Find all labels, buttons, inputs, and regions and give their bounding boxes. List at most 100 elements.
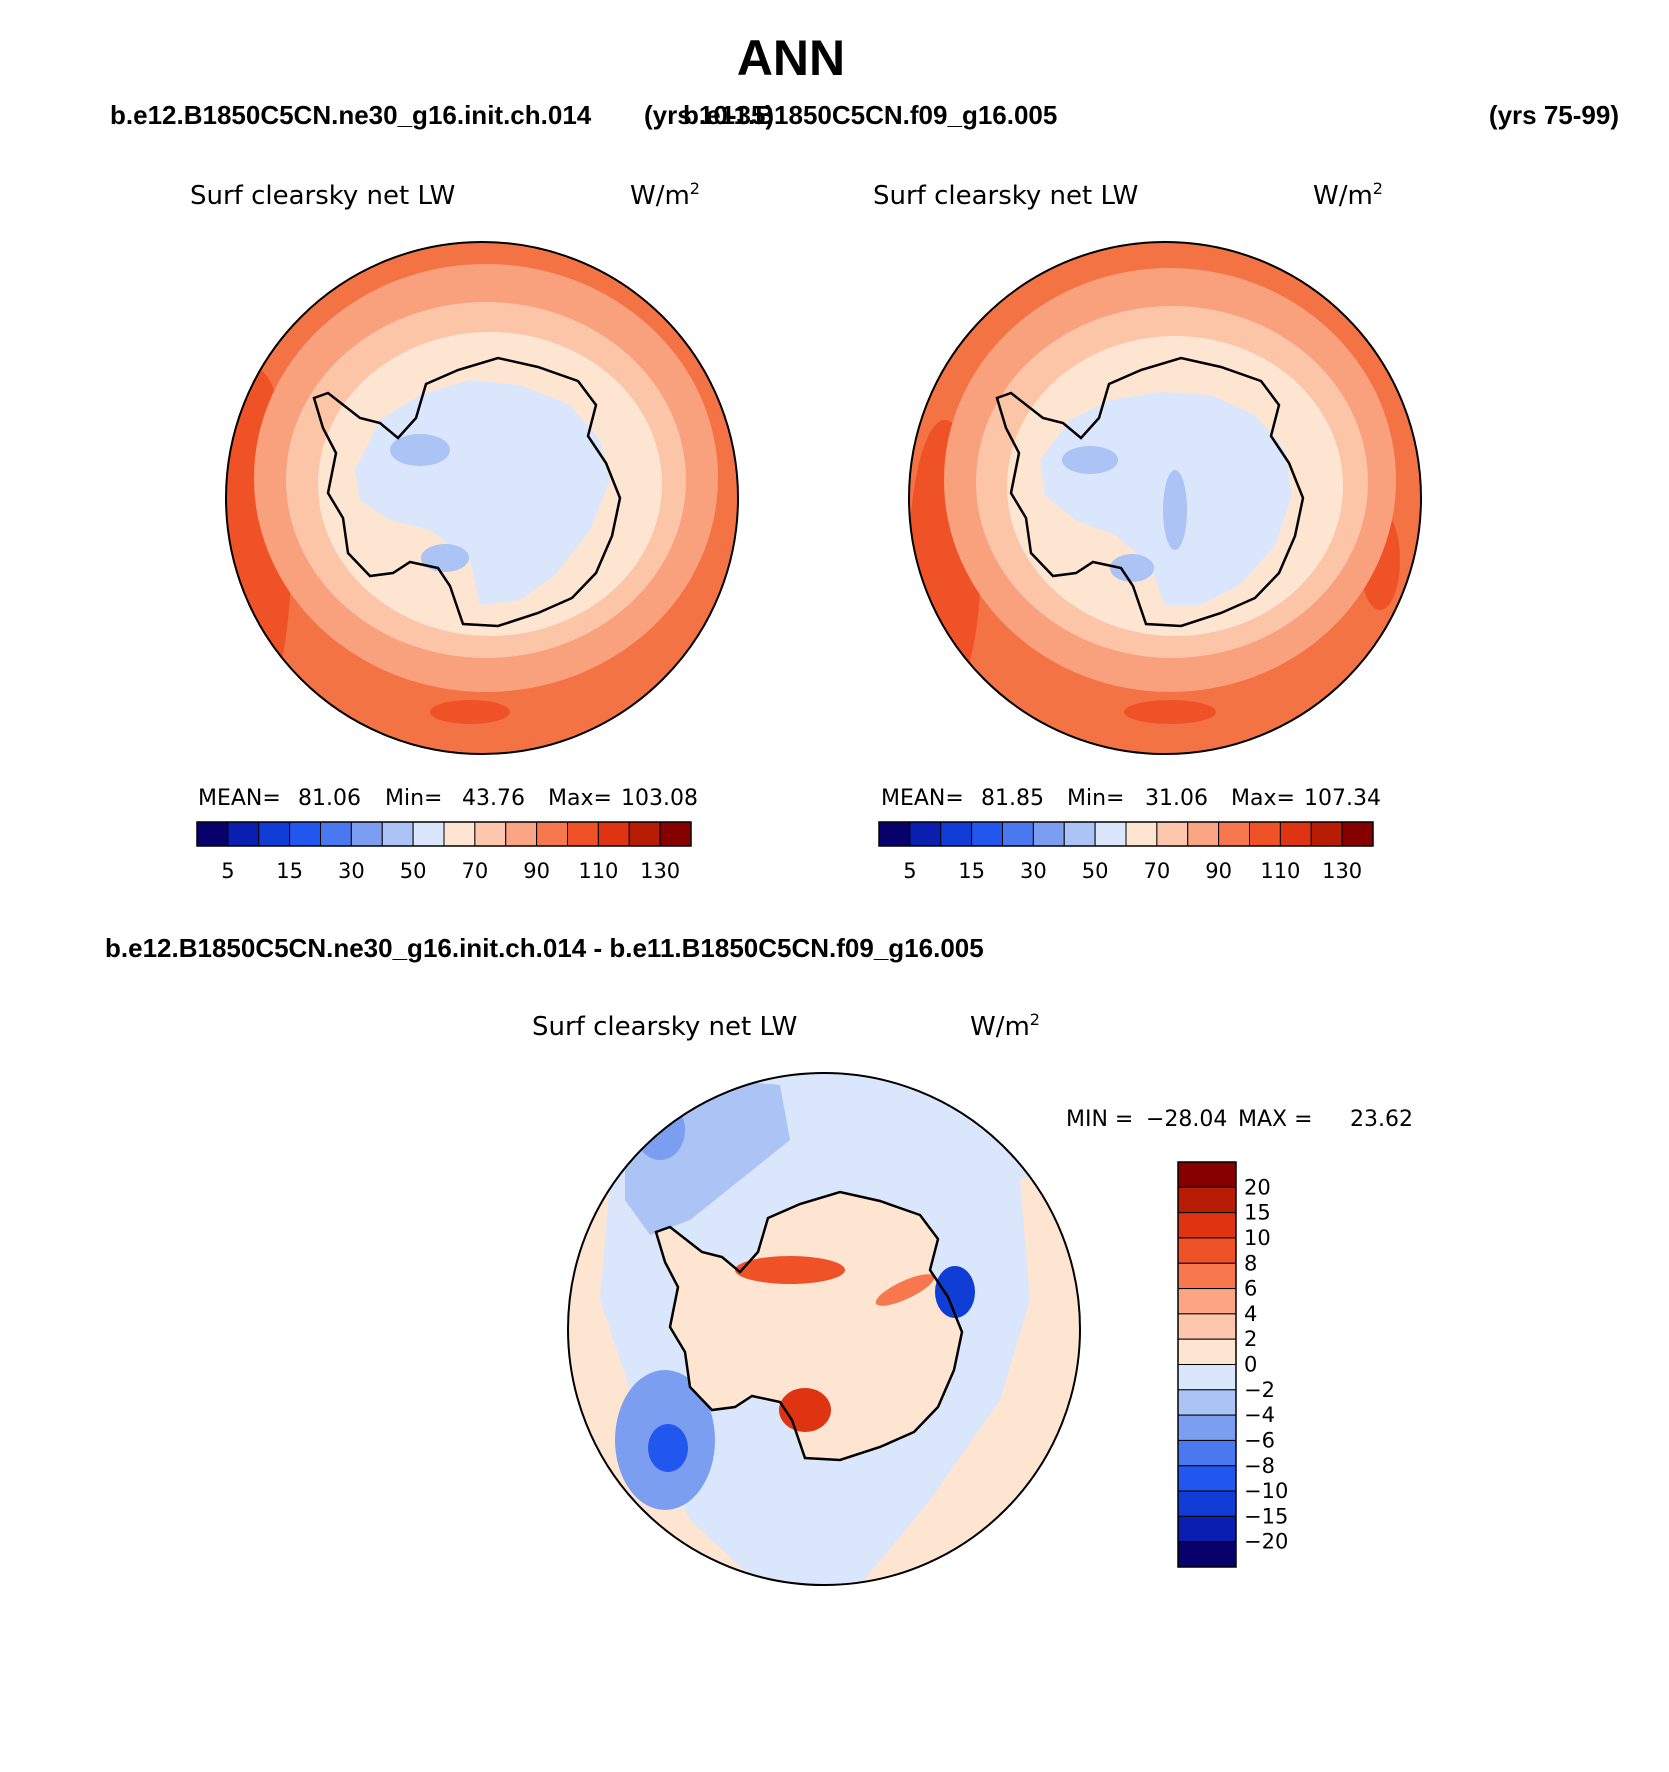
colorbar-swatch <box>474 821 507 847</box>
panel-c-variable-label: Surf clearsky net LW <box>532 1012 797 1042</box>
colorbar-swatch <box>1156 821 1189 847</box>
colorbar-tick-label: −4 <box>1244 1403 1275 1427</box>
colorbar-tick-label: 90 <box>1205 859 1232 883</box>
colorbar-swatch <box>659 821 692 847</box>
panel-a-units-label: W/m2 <box>630 179 700 211</box>
colorbar-tick-label: 6 <box>1244 1277 1257 1301</box>
panel-b-stats: MEAN= 81.85 Min= 31.06 Max= 107.34 <box>881 786 1381 811</box>
colorbar-swatch <box>536 821 568 847</box>
colorbar-swatch <box>1177 1541 1237 1568</box>
colorbar-swatch <box>381 821 414 847</box>
colorbar-swatch <box>1177 1515 1237 1543</box>
colorbar-tick-label: 90 <box>523 859 550 883</box>
panel-b-colorbar: 5 15 30 50 70 90 110 130 <box>878 821 1374 883</box>
colorbar-tick-label: 2 <box>1244 1327 1257 1351</box>
colorbar-swatch <box>258 821 291 847</box>
panel-c-field-min-core <box>648 1424 688 1472</box>
panel-b-variable-label: Surf clearsky net LW <box>873 181 1138 211</box>
colorbar-swatch <box>320 821 352 847</box>
colorbar-swatch <box>350 821 383 847</box>
panel-b-map <box>909 242 1421 754</box>
colorbar-tick-label: −8 <box>1244 1454 1275 1478</box>
panel-b-field-min-patch-3 <box>1110 554 1154 582</box>
colorbar-swatch <box>1187 821 1220 847</box>
colorbar-tick-label: 110 <box>1260 859 1300 883</box>
colorbar-swatch <box>1063 821 1096 847</box>
colorbar-swatch <box>1177 1186 1237 1214</box>
colorbar-swatch <box>1177 1389 1237 1416</box>
colorbar-tick-label: 130 <box>640 859 680 883</box>
colorbar-swatch <box>1177 1414 1237 1441</box>
panel-c-field-warm-east <box>860 1150 1080 1585</box>
colorbar-swatch <box>1002 821 1034 847</box>
colorbar-swatch <box>1177 1288 1237 1315</box>
colorbar-swatch <box>1279 821 1312 847</box>
colorbar-frame <box>1177 1161 1237 1568</box>
panel-c-field-cool-core <box>635 1100 685 1160</box>
panel-a-field-min-patch-2 <box>421 544 469 572</box>
colorbar-tick-label: 8 <box>1244 1251 1257 1275</box>
panel-a-colorbar: 5 15 30 50 70 90 110 130 <box>196 821 692 883</box>
colorbar-frame <box>878 821 1374 847</box>
colorbar-swatch <box>940 821 973 847</box>
panel-a-map-border <box>225 241 739 755</box>
colorbar-swatch <box>1177 1262 1237 1290</box>
colorbar-tick-label: 15 <box>1244 1201 1271 1225</box>
panel-b-field-min-patch-2 <box>1163 470 1187 550</box>
panel-c-field-warm-streak <box>735 1256 845 1284</box>
right-case-name: b.e11.B1850C5CN.f09_g16.005 <box>683 100 1057 130</box>
colorbar-tick-label: 20 <box>1244 1175 1271 1199</box>
panel-model-a: Surf clearsky net LW W/m2 MEAN= 81.06 Mi… <box>190 179 739 883</box>
colorbar-swatch <box>1125 821 1158 847</box>
figure-title: ANN <box>737 30 845 86</box>
colorbar-tick-label: 30 <box>338 859 365 883</box>
colorbar-swatch <box>597 821 630 847</box>
colorbar-swatch <box>909 821 942 847</box>
colorbar-swatch <box>1310 821 1343 847</box>
left-case-name: b.e12.B1850C5CN.ne30_g16.init.ch.014 <box>110 100 592 130</box>
panel-a-variable-label: Surf clearsky net LW <box>190 181 455 211</box>
colorbar-swatch <box>505 821 538 847</box>
colorbar-tick-label: 15 <box>958 859 985 883</box>
panel-c-field-warm-west <box>568 1073 760 1585</box>
colorbar-swatch <box>412 821 445 847</box>
colorbar-tick-label: 30 <box>1020 859 1047 883</box>
panel-b-map-border <box>908 241 1422 755</box>
panel-a-field-max-patch <box>430 700 510 724</box>
panel-a-stats: MEAN= 81.06 Min= 43.76 Max= 103.08 <box>198 786 698 811</box>
panel-c-units-label: W/m2 <box>970 1010 1040 1042</box>
colorbar-swatch <box>1177 1364 1237 1391</box>
colorbar-tick-label: 10 <box>1244 1226 1271 1250</box>
panel-b-units-label: W/m2 <box>1313 179 1383 211</box>
difference-title: b.e12.B1850C5CN.ne30_g16.init.ch.014 - b… <box>105 933 984 963</box>
colorbar-swatch <box>1249 821 1281 847</box>
right-case-years: (yrs 75-99) <box>1489 100 1619 130</box>
colorbar-swatch <box>1094 821 1127 847</box>
colorbar-tick-label: 5 <box>221 859 234 883</box>
colorbar-swatch <box>1218 821 1250 847</box>
colorbar-swatch <box>628 821 661 847</box>
colorbar-swatch <box>971 821 1003 847</box>
colorbar-tick-label: 130 <box>1322 859 1362 883</box>
colorbar-tick-label: 110 <box>578 859 618 883</box>
colorbar-tick-label: −20 <box>1244 1530 1288 1554</box>
colorbar-swatch <box>1341 821 1374 847</box>
colorbar-swatch <box>1177 1237 1237 1264</box>
colorbar-tick-label: 70 <box>462 859 489 883</box>
panel-a-map <box>226 242 738 754</box>
colorbar-swatch <box>1177 1338 1237 1365</box>
colorbar-swatch <box>1177 1439 1237 1467</box>
colorbar-tick-label: −6 <box>1244 1428 1275 1452</box>
colorbar-tick-label: 50 <box>400 859 427 883</box>
colorbar-tick-label: 4 <box>1244 1302 1257 1326</box>
colorbar-swatch <box>1177 1465 1237 1492</box>
colorbar-swatch <box>289 821 321 847</box>
panel-c-map <box>568 1073 1080 1585</box>
colorbar-tick-label: 15 <box>276 859 303 883</box>
panel-c-map-border <box>567 1072 1081 1586</box>
colorbar-swatch <box>1032 821 1065 847</box>
colorbar-swatch <box>227 821 260 847</box>
colorbar-swatch <box>878 821 911 847</box>
colorbar-tick-label: 50 <box>1082 859 1109 883</box>
